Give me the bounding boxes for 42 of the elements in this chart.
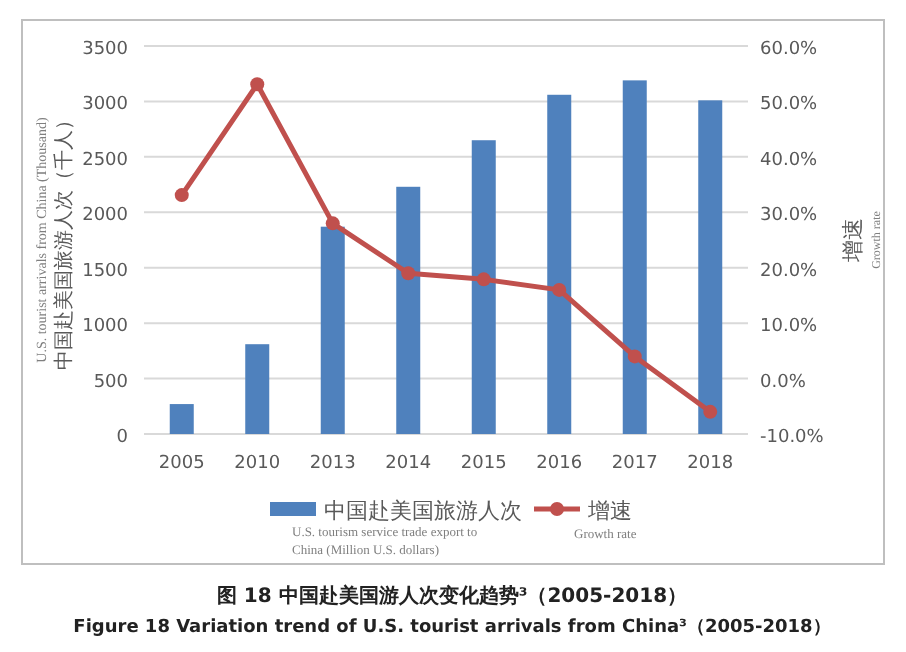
- bar: [396, 186, 421, 434]
- bar: [169, 404, 194, 434]
- point: [627, 349, 642, 364]
- y-tick-label: 0: [116, 428, 129, 448]
- y2-tick-label: 20.0%: [760, 261, 819, 282]
- bar: [622, 80, 647, 434]
- y2-tick-label: 10.0%: [760, 317, 819, 338]
- x-tick-label: 2014: [385, 454, 432, 474]
- bar: [547, 94, 572, 434]
- x-tick-label: 2015: [460, 454, 507, 474]
- x-tick-label: 2005: [158, 454, 205, 474]
- point: [325, 216, 340, 231]
- text: Figure 18 Variation trend of U.S. tourist arrivals from China³（2005-2018）: [73, 618, 831, 638]
- bar: [698, 100, 723, 434]
- x-tick-label: 2016: [536, 454, 583, 474]
- x-tick-label: 2013: [309, 454, 356, 474]
- x-tick-label: 2018: [687, 454, 734, 474]
- bar: [471, 140, 496, 434]
- bar: [320, 226, 345, 434]
- text: 图 18 中国赴美国游人次变化趋势³（2005-2018）: [216, 584, 688, 608]
- y-tick-label: 2500: [82, 150, 129, 171]
- x-tick-label: 2017: [611, 454, 658, 474]
- y-tick-label: 3000: [82, 95, 129, 116]
- point: [174, 188, 189, 203]
- y2-tick-label: 30.0%: [760, 206, 819, 227]
- point: [703, 404, 718, 419]
- bar: [245, 344, 270, 434]
- y-tick-label: 500: [93, 372, 129, 393]
- point: [250, 77, 265, 92]
- y-tick-label: 1000: [82, 317, 129, 338]
- y2-tick-label: 50.0%: [760, 95, 819, 116]
- y-tick-label: 2000: [82, 206, 129, 227]
- y2-tick-label: 0.0%: [760, 372, 807, 393]
- point: [552, 282, 567, 297]
- y-tick-label: 3500: [82, 40, 129, 60]
- y2-tick-label: 60.0%: [760, 40, 819, 60]
- y2-tick-label: -10.0%: [760, 428, 825, 448]
- y2-tick-label: 40.0%: [760, 150, 819, 171]
- point: [401, 266, 416, 281]
- point: [476, 272, 491, 287]
- y-tick-label: 1500: [82, 261, 129, 282]
- x-tick-label: 2010: [234, 454, 281, 474]
